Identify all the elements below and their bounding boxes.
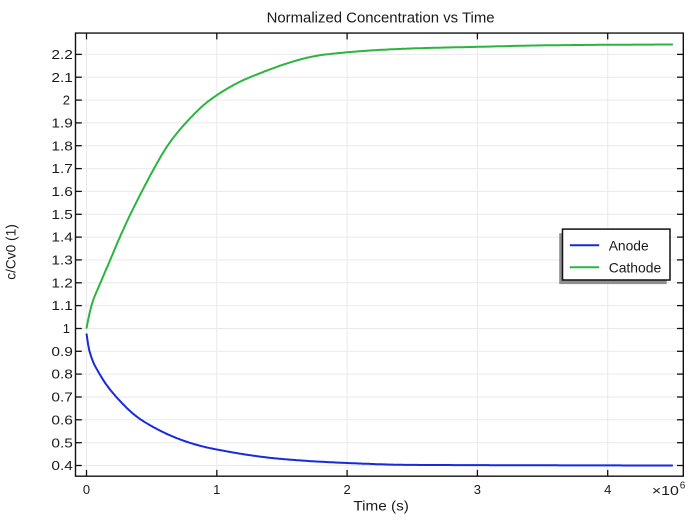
svg-text:0: 0 [83,482,90,497]
svg-text:6: 6 [680,481,686,492]
svg-text:1.5: 1.5 [51,207,73,222]
svg-text:Anode: Anode [609,238,649,254]
svg-text:1: 1 [213,482,220,497]
svg-text:0.4: 0.4 [51,458,73,473]
svg-text:Normalized Concentration vs Ti: Normalized Concentration vs Time [267,11,495,27]
svg-text:2: 2 [63,93,70,108]
svg-text:0.8: 0.8 [51,367,73,382]
svg-text:0.9: 0.9 [51,344,73,359]
svg-text:1.7: 1.7 [51,161,73,176]
svg-text:1: 1 [63,321,70,336]
svg-text:Time (s): Time (s) [353,498,409,514]
svg-text:c/Cv0 (1): c/Cv0 (1) [2,224,18,280]
svg-text:Cathode: Cathode [609,260,662,276]
svg-text:1.1: 1.1 [51,298,73,313]
svg-text:0.7: 0.7 [51,390,73,405]
svg-text:1.4: 1.4 [51,230,73,245]
svg-text:0.5: 0.5 [51,435,73,450]
svg-text:0.6: 0.6 [51,412,73,427]
svg-text:2.2: 2.2 [51,47,73,62]
svg-text:1.3: 1.3 [51,253,73,268]
svg-text:2.1: 2.1 [51,70,73,85]
svg-text:×10: ×10 [652,483,679,498]
svg-text:1.6: 1.6 [51,184,73,199]
svg-text:4: 4 [604,482,611,497]
svg-text:1.2: 1.2 [51,275,73,290]
svg-text:1.8: 1.8 [51,138,73,153]
svg-text:1.9: 1.9 [51,116,73,131]
svg-text:3: 3 [474,482,481,497]
svg-text:2: 2 [343,482,350,497]
